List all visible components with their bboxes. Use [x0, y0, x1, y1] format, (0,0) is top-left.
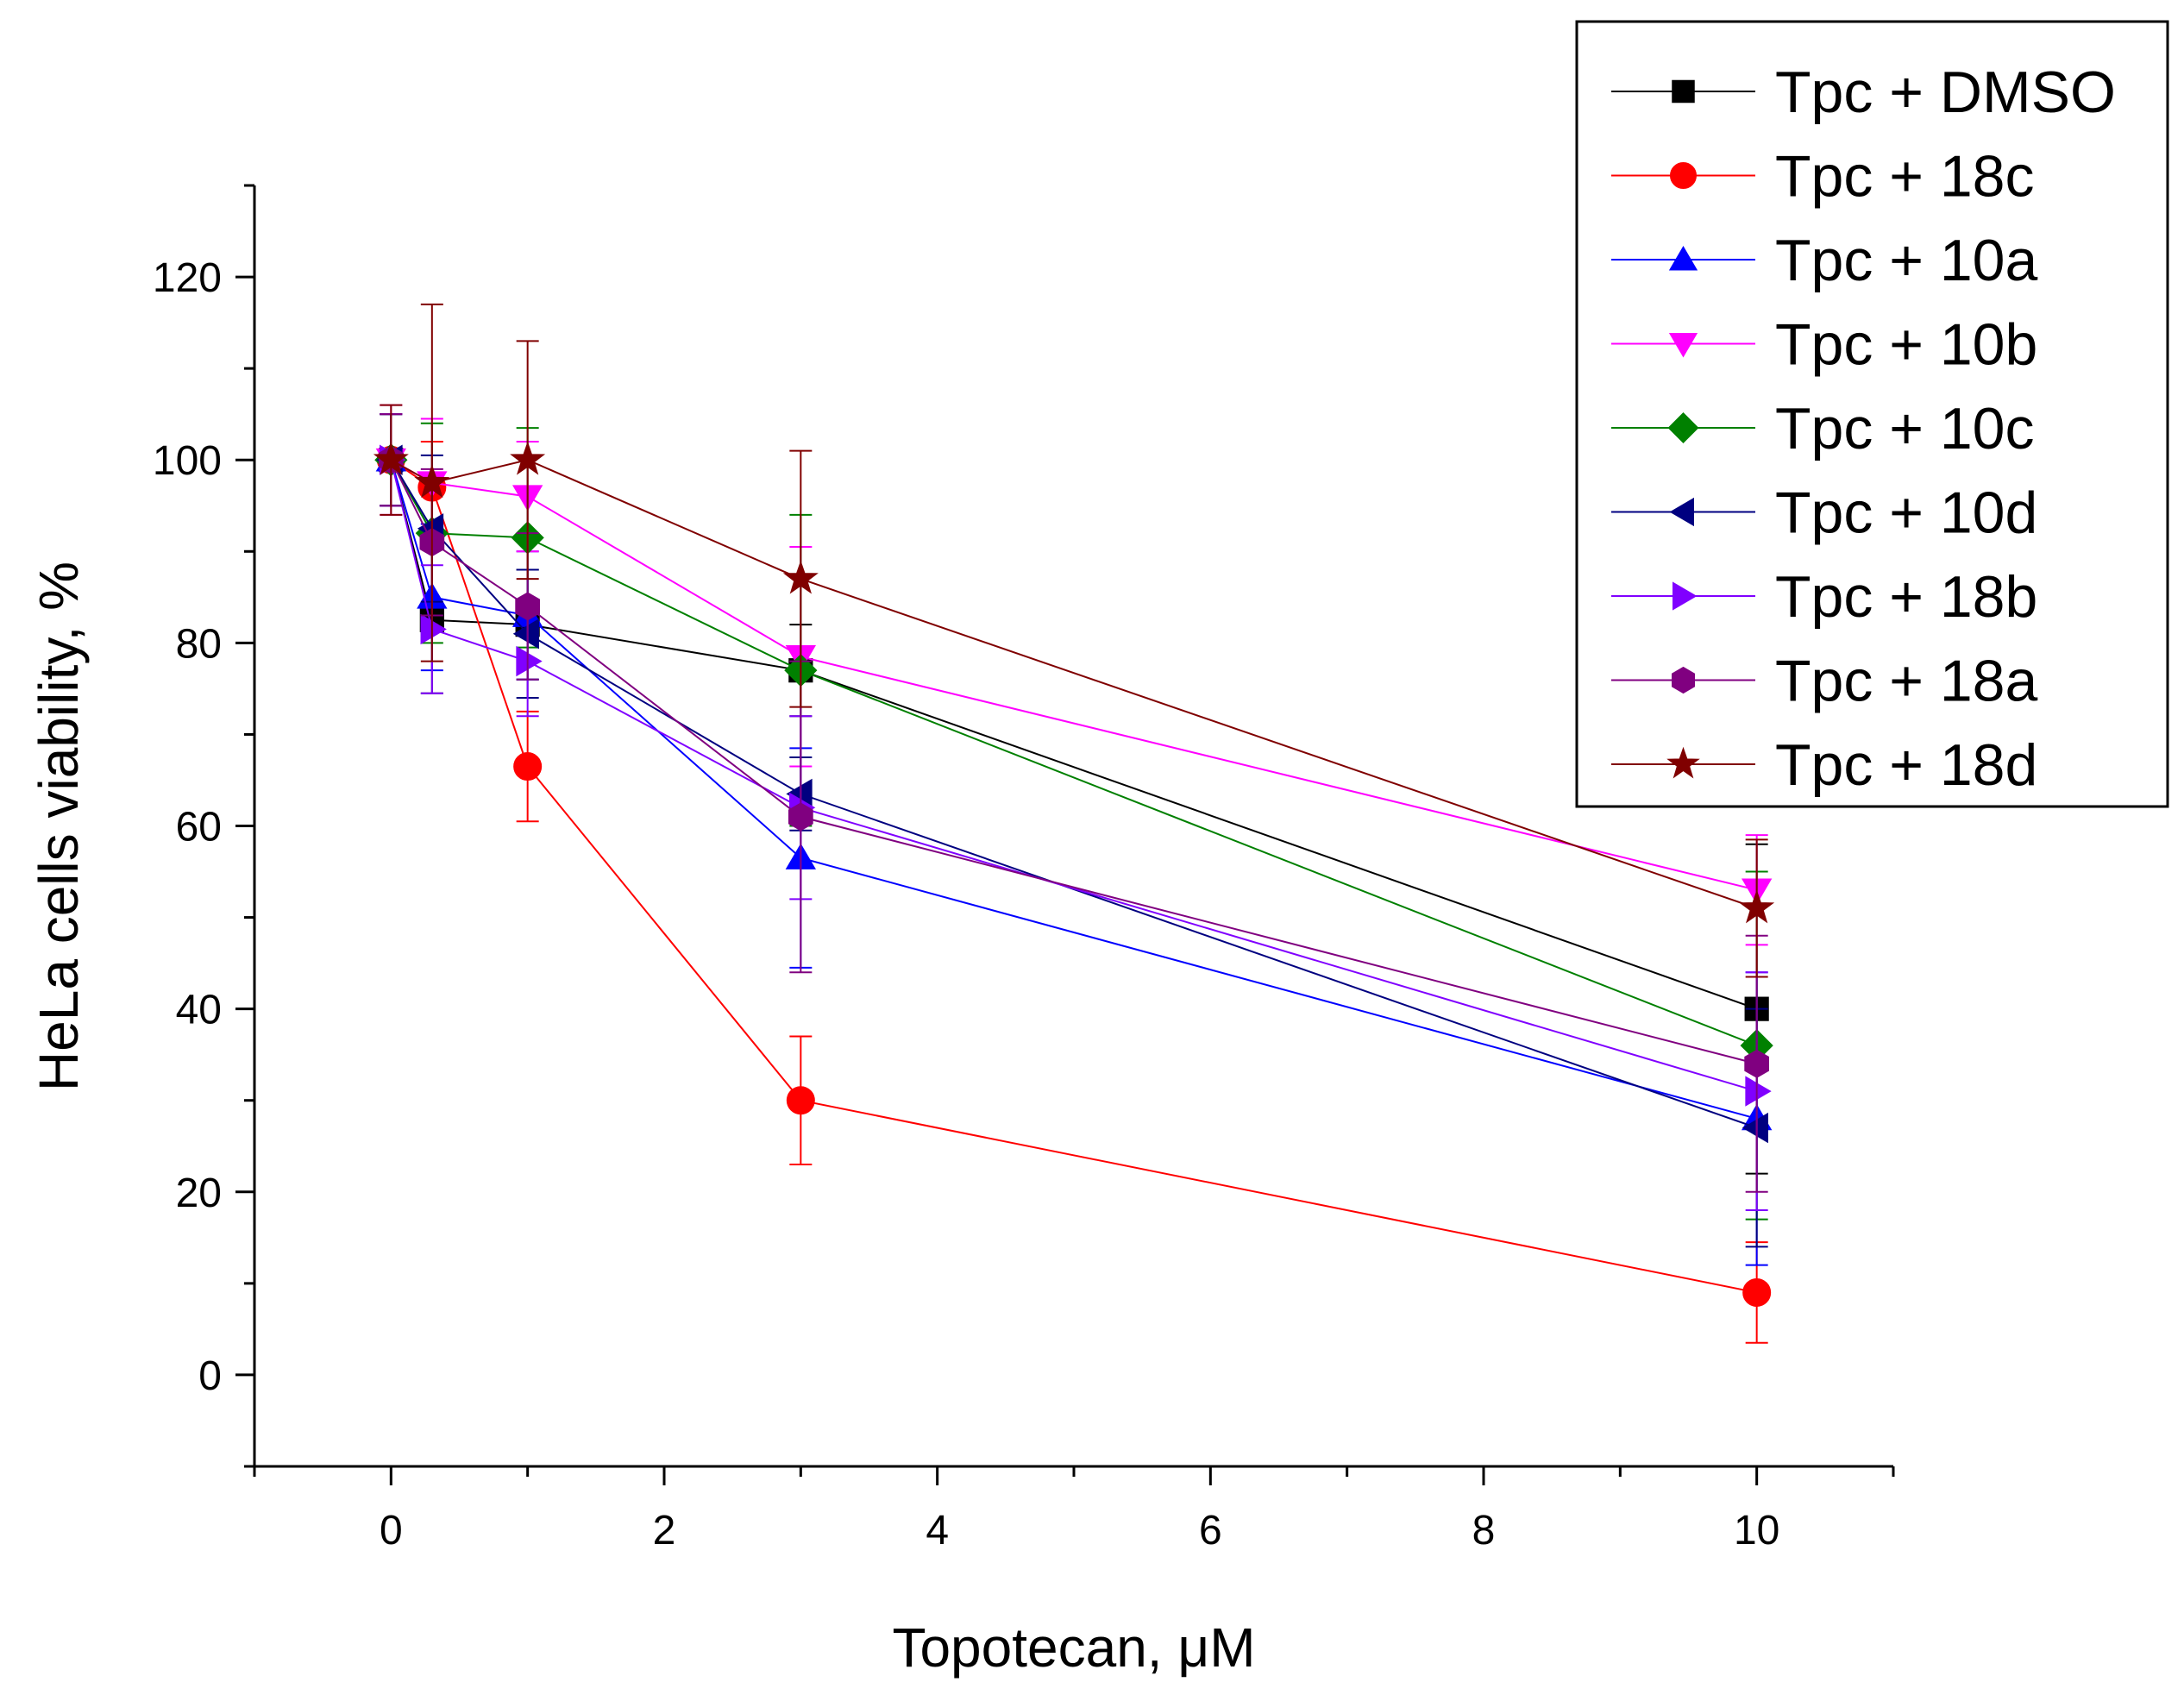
- x-tick-label: 10: [1734, 1508, 1779, 1553]
- x-tick-label: 6: [1199, 1508, 1222, 1553]
- data-point: [1744, 1049, 1769, 1078]
- series-line: [390, 459, 1758, 1010]
- legend-label: Tpc + 10b: [1775, 312, 2037, 378]
- data-point: [1739, 889, 1775, 924]
- legend-label: Tpc + 18b: [1775, 564, 2037, 630]
- data-point: [420, 613, 447, 645]
- y-tick-label: 20: [176, 1171, 222, 1216]
- legend-label: Tpc + 18c: [1775, 144, 2035, 210]
- data-point: [788, 802, 813, 832]
- legend-marker: [1672, 666, 1695, 694]
- legend-marker: [1666, 746, 1700, 779]
- legend-label: Tpc + DMSO: [1775, 60, 2116, 125]
- y-tick-label: 120: [153, 255, 222, 301]
- y-tick-label: 40: [176, 988, 222, 1033]
- data-point: [515, 592, 540, 621]
- series-tpc-10d: [376, 413, 1768, 1248]
- legend-marker: [1668, 246, 1698, 271]
- legend-item: Tpc + 10d: [1611, 480, 2037, 546]
- data-point: [516, 645, 543, 677]
- data-point: [1742, 1277, 1772, 1307]
- legend-label: Tpc + 10a: [1775, 228, 2037, 293]
- y-tick-label: 100: [153, 438, 222, 484]
- data-point: [786, 1086, 815, 1115]
- x-tick-label: 8: [1472, 1508, 1496, 1553]
- series-line: [390, 459, 1758, 1129]
- ticks: 0 20 40 60 80 100 120 0 2 4 6 8 10: [153, 184, 1895, 1553]
- data-point: [510, 441, 546, 475]
- series-line: [390, 459, 1757, 1294]
- y-tick-label: 60: [176, 805, 222, 850]
- legend-item: Tpc + 18b: [1611, 564, 2037, 630]
- legend-label: Tpc + 10c: [1775, 396, 2035, 461]
- series-layer: [373, 303, 1775, 1344]
- series-tpc-18d: [373, 303, 1775, 978]
- series-line: [390, 459, 1758, 1047]
- legend-marker: [1668, 333, 1698, 358]
- data-point: [1745, 1076, 1772, 1107]
- legend-marker: [1669, 497, 1694, 527]
- legend-label: Tpc + 18d: [1775, 732, 2037, 798]
- series-tpc-10c: [374, 413, 1773, 1221]
- legend-label: Tpc + 10d: [1775, 480, 2037, 546]
- series-line: [390, 459, 1757, 1093]
- x-tick-label: 4: [926, 1508, 949, 1553]
- legend-item: Tpc + DMSO: [1611, 60, 2116, 125]
- legend-item: Tpc + 10a: [1611, 228, 2037, 293]
- series-line: [390, 459, 1758, 909]
- legend-item: Tpc + 18d: [1611, 732, 2037, 798]
- x-tick-label: 0: [380, 1508, 403, 1553]
- y-axis-title: HeLa cells viability, %: [28, 562, 90, 1091]
- legend-label: Tpc + 18a: [1775, 649, 2037, 714]
- series-tpc-18b: [380, 413, 1772, 1211]
- data-point: [373, 441, 409, 475]
- legend-marker: [1672, 79, 1695, 104]
- data-point: [513, 752, 543, 781]
- legend-marker: [1670, 162, 1697, 189]
- legend-marker: [1667, 412, 1699, 443]
- legend-item: Tpc + 18a: [1611, 649, 2037, 714]
- x-axis-title: Topotecan, μM: [892, 1616, 1255, 1679]
- series-tpc-18c: [376, 413, 1772, 1344]
- legend-item: Tpc + 10c: [1611, 396, 2035, 461]
- legend-item: Tpc + 10b: [1611, 312, 2037, 378]
- data-point: [1742, 1112, 1768, 1144]
- data-point: [782, 560, 819, 594]
- series-tpc-10a: [375, 413, 1773, 1266]
- data-point: [512, 618, 539, 650]
- series-line: [390, 459, 1757, 1065]
- legend-marker: [1673, 581, 1698, 611]
- legend-item: Tpc + 18c: [1611, 144, 2035, 210]
- legend: Tpc + DMSO Tpc + 18c Tpc + 10a Tpc + 10b Tpc…: [1575, 20, 2169, 808]
- data-point: [414, 464, 450, 499]
- y-tick-label: 80: [176, 621, 222, 667]
- series-line: [390, 459, 1757, 1120]
- x-tick-label: 2: [653, 1508, 676, 1553]
- y-tick-label: 0: [198, 1353, 222, 1399]
